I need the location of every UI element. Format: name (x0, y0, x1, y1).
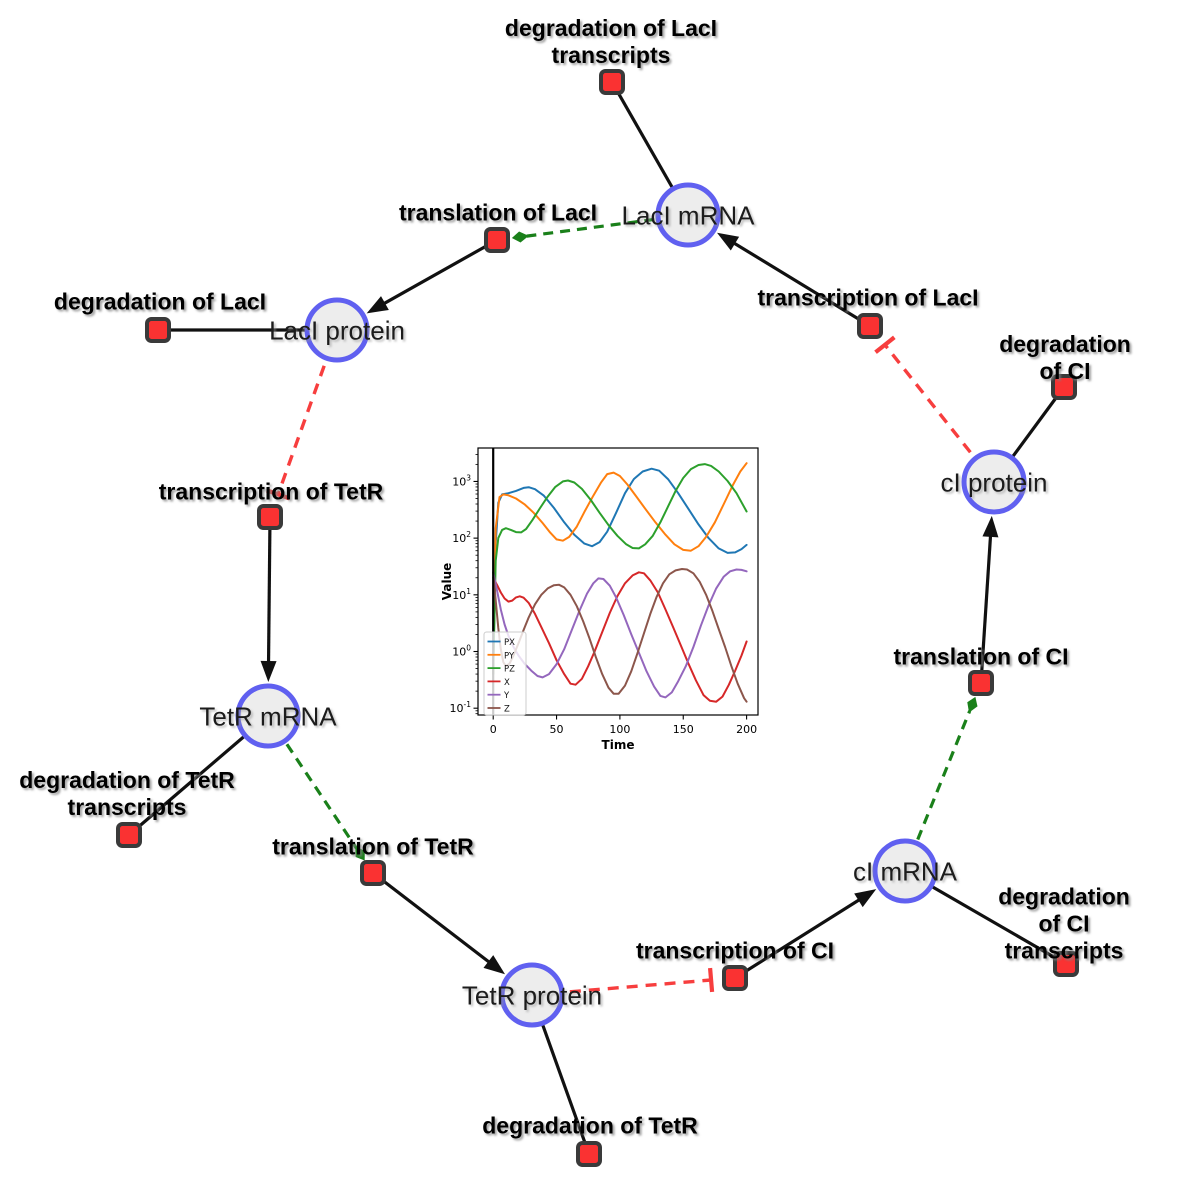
edge-laci-mrna-translation-laci-diamond (511, 231, 529, 243)
edge-transcription-tetr-tetr-mrna (266, 516, 272, 671)
y-tick-label: 10-1 (450, 700, 472, 715)
series-PX (492, 467, 748, 676)
legend-label-Z: Z (504, 705, 510, 715)
reaction-node-transcription-tetr[interactable] (257, 504, 283, 530)
series-PZ (492, 463, 748, 676)
legend-label-PZ: PZ (504, 665, 515, 675)
legend-label-PY: PY (504, 651, 515, 661)
legend-label-PX: PX (504, 638, 515, 648)
x-tick-label: 150 (673, 723, 694, 736)
x-tick-label: 100 (609, 723, 630, 736)
edge-translation-laci-laci-protein (376, 238, 498, 309)
edge-laci-protein-transcription-tetr-tbar (266, 488, 291, 501)
edge-tetr-mrna-translation-tetr-diamond (355, 846, 365, 861)
species-node-laci-protein[interactable] (304, 297, 370, 363)
y-tick-label: 100 (452, 644, 471, 659)
reaction-node-deg-tetr-transcripts[interactable] (116, 822, 142, 848)
series-X (492, 571, 748, 703)
reaction-node-deg-ci-transcripts[interactable] (1053, 951, 1079, 977)
edge-ci-mrna-translation-ci-diamond (967, 696, 978, 713)
x-tick-label: 50 (550, 723, 564, 736)
species-node-ci-protein[interactable] (961, 449, 1027, 515)
y-tick-label: 101 (452, 587, 471, 602)
species-node-tetr-protein[interactable] (499, 962, 565, 1028)
y-tick-label: 102 (452, 530, 471, 545)
reaction-node-translation-ci[interactable] (968, 670, 994, 696)
edge-translation-laci-laci-protein-arrowhead (366, 296, 389, 314)
species-node-laci-mrna[interactable] (655, 182, 721, 248)
x-axis-label: Time (602, 738, 635, 752)
reaction-node-translation-laci[interactable] (484, 227, 510, 253)
reaction-node-deg-ci[interactable] (1051, 374, 1077, 400)
legend-label-Y: Y (503, 691, 510, 701)
edge-translation-tetr-tetr-protein-arrowhead (483, 955, 506, 975)
x-tick-label: 0 (490, 723, 497, 736)
edge-translation-tetr-tetr-protein (372, 871, 497, 969)
species-node-tetr-mrna[interactable] (235, 683, 301, 749)
nodes-layer (116, 69, 1079, 1167)
edge-translation-ci-ci-protein-arrowhead (982, 515, 999, 538)
edge-transcription-laci-laci-mrna-arrowhead (717, 232, 740, 251)
edge-ci-protein-transcription-laci-tbar (874, 335, 896, 354)
edge-transcription-ci-ci-mrna (734, 894, 867, 980)
edge-translation-ci-ci-protein (979, 527, 993, 684)
reaction-node-transcription-ci[interactable] (722, 965, 748, 991)
reaction-node-deg-laci-transcripts[interactable] (599, 69, 625, 95)
reaction-node-transcription-laci[interactable] (857, 313, 883, 339)
reaction-node-deg-tetr[interactable] (576, 1141, 602, 1167)
reaction-node-deg-laci[interactable] (145, 317, 171, 343)
edge-tetr-protein-transcription-ci-tbar (707, 967, 715, 993)
y-axis-label: Value (440, 563, 454, 601)
edge-transcription-tetr-tetr-mrna-arrowhead (260, 660, 277, 683)
edge-ci-mrna-translation-ci (903, 710, 972, 872)
chart-legend: PX PY PZ XYZ (483, 631, 527, 716)
edge-transcription-ci-ci-mrna-arrowhead (854, 889, 877, 908)
x-tick-label: 200 (736, 723, 757, 736)
legend-label-X: X (504, 678, 510, 688)
species-node-ci-mrna[interactable] (872, 838, 938, 904)
edge-transcription-laci-laci-mrna (726, 237, 871, 328)
y-tick-label: 103 (452, 473, 471, 488)
reaction-node-translation-tetr[interactable] (360, 860, 386, 886)
series-PY (492, 462, 748, 676)
